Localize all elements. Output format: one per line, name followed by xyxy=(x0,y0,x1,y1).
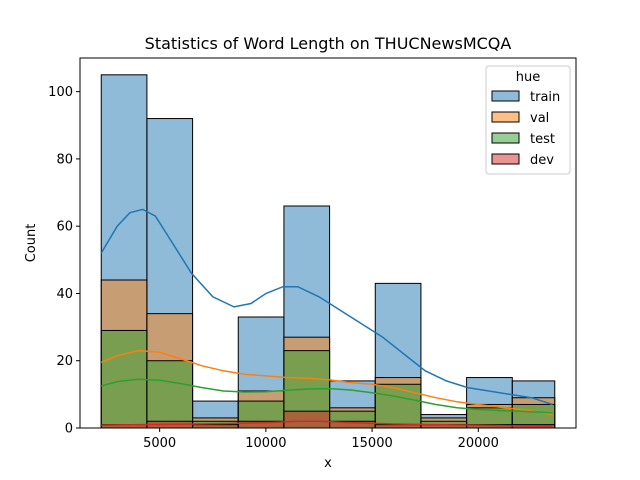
legend-swatch-dev xyxy=(491,153,520,165)
bar-dev-4 xyxy=(283,410,331,429)
legend-label-val: val xyxy=(530,111,549,126)
bar-test-6 xyxy=(374,383,422,429)
x-axis-label: x xyxy=(324,456,332,471)
y-tick-label: 100 xyxy=(48,85,73,100)
x-tick-label: 15000 xyxy=(351,436,392,451)
chart-title: Statistics of Word Length on THUCNewsMCQ… xyxy=(145,34,512,53)
legend-swatch-test xyxy=(491,132,520,144)
legend-swatch-train xyxy=(491,90,520,102)
legend: hue train val test dev xyxy=(485,65,571,175)
bar-dev-6 xyxy=(374,424,422,429)
bar-test-1 xyxy=(146,360,194,429)
x-tick-label: 10000 xyxy=(245,436,286,451)
x-tick-label: 20000 xyxy=(458,436,499,451)
kde-line-val xyxy=(100,349,553,416)
y-tick-label: 0 xyxy=(65,422,73,437)
plot-area xyxy=(100,74,556,429)
x-tick-label: 5000 xyxy=(143,436,176,451)
legend-title: hue xyxy=(516,70,540,85)
y-tick-label: 80 xyxy=(56,152,73,167)
y-tick-label: 60 xyxy=(56,220,73,235)
y-tick-label: 40 xyxy=(56,287,73,302)
kde-line-dev xyxy=(101,420,553,428)
kde-line-test xyxy=(101,378,553,414)
y-tick-label: 20 xyxy=(56,354,73,369)
bar-dev-2 xyxy=(192,424,239,429)
y-axis-label: Count xyxy=(24,224,39,263)
legend-label-dev: dev xyxy=(530,153,554,168)
plot-frame xyxy=(79,57,577,429)
legend-label-test: test xyxy=(530,132,555,147)
kde-line-train xyxy=(100,208,553,406)
legend-swatch-val xyxy=(491,111,520,123)
legend-label-train: train xyxy=(530,90,560,105)
